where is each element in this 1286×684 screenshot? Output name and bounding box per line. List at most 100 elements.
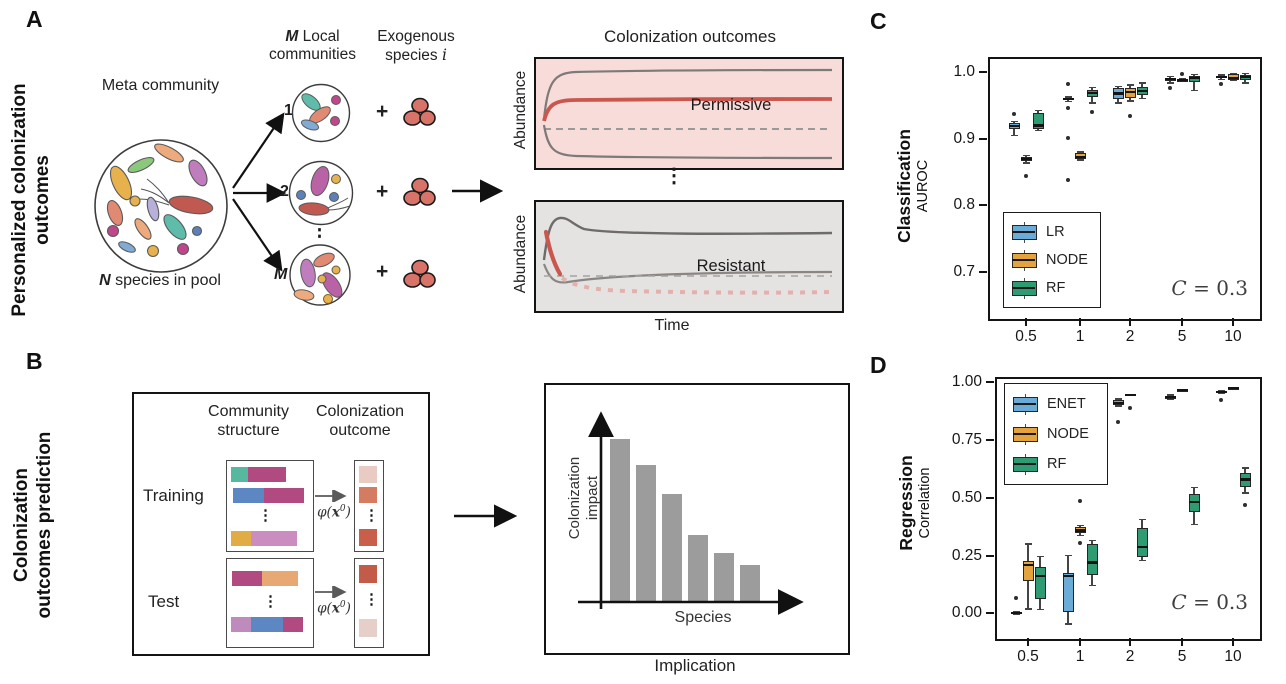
whisker-cap xyxy=(1088,102,1096,104)
median xyxy=(1227,76,1239,79)
to-outcomes-arrow xyxy=(452,179,504,203)
box-RF xyxy=(1136,527,1148,557)
y-tick-label: 1.0 xyxy=(953,63,975,81)
x-tick-label: 1 xyxy=(1075,328,1085,345)
x-tick xyxy=(1027,638,1029,646)
meta-to-communities-arrows xyxy=(232,112,287,272)
whisker-cap xyxy=(1178,81,1186,83)
whisker-cap xyxy=(1166,398,1174,401)
outlier xyxy=(1066,178,1070,183)
outlier xyxy=(1024,174,1028,179)
impact-bar xyxy=(610,439,630,602)
outlier xyxy=(1116,419,1120,424)
median xyxy=(1010,611,1022,614)
whisker-cap xyxy=(1114,405,1122,407)
whisker-cap xyxy=(1088,585,1096,587)
exo-line2: species xyxy=(385,47,442,64)
median xyxy=(1112,92,1124,95)
whisker-cap xyxy=(1088,86,1096,89)
resistant-curves xyxy=(542,216,833,295)
training-bar-segment xyxy=(231,531,251,546)
permissive-curves xyxy=(542,68,833,160)
x-tick xyxy=(1129,318,1131,326)
x-tick xyxy=(1079,318,1081,326)
exogenous-species-icon-1 xyxy=(403,97,436,126)
community-m-label: M xyxy=(274,266,288,283)
classification-boxplots xyxy=(988,57,1258,317)
implication-ylabel-line2: impact xyxy=(584,475,601,521)
whisker-cap xyxy=(1241,82,1249,84)
median xyxy=(1164,396,1176,399)
median xyxy=(1136,546,1148,549)
resistant-panel: Resistant xyxy=(534,200,844,313)
abundance-label-resistant: Abundance xyxy=(512,214,529,294)
legend-swatch xyxy=(1012,249,1037,271)
median xyxy=(1239,478,1251,481)
whisker-cap xyxy=(1024,543,1032,545)
correlation-label: Correlation xyxy=(917,467,933,539)
whisker-cap xyxy=(1114,398,1122,400)
median xyxy=(1215,390,1227,393)
whisker-cap xyxy=(1217,392,1225,395)
x-tick-label: 10 xyxy=(1224,328,1242,345)
panel-d-label: D xyxy=(870,352,887,378)
x-tick-label: 1 xyxy=(1075,648,1085,665)
box-RF xyxy=(1086,543,1098,576)
community-structure-header: Community structure xyxy=(196,402,301,440)
whisker-cap xyxy=(1138,97,1146,100)
exogenous-species-icon-m xyxy=(403,259,436,288)
legend-label: ENET xyxy=(1047,396,1086,412)
classification-plot xyxy=(988,57,1262,321)
whisker-cap xyxy=(1190,73,1198,76)
auroc-label: AUROC xyxy=(915,159,931,213)
y-tick xyxy=(986,496,994,499)
training-matrix: ⋮ xyxy=(226,460,314,552)
community-structure-line2: structure xyxy=(217,422,280,439)
panel-a-side-title-line2: outcomes xyxy=(32,155,53,245)
abundance-label-permissive: Abundance xyxy=(512,70,529,150)
x-tick xyxy=(1232,318,1234,326)
whisker-cap xyxy=(1022,154,1030,157)
colonization-outcome-header: Colonization outcome xyxy=(305,402,415,440)
whisker-cap xyxy=(1241,73,1249,75)
whisker-cap xyxy=(1190,89,1198,92)
median xyxy=(1164,77,1176,81)
annotation-value: = 0.3 xyxy=(1186,276,1248,300)
pool-rest: species in pool xyxy=(110,272,221,289)
median xyxy=(1062,575,1074,578)
communities-ellipsis: ⋮ xyxy=(310,220,329,241)
panel-c-label: C xyxy=(870,8,887,34)
whisker-cap xyxy=(1114,102,1122,104)
whisker-cap xyxy=(1166,82,1174,84)
plus-m: + xyxy=(376,260,389,283)
test-bar-segment xyxy=(262,571,298,586)
whisker-cap xyxy=(1064,100,1072,103)
outlier xyxy=(1128,406,1132,411)
impact-bar xyxy=(714,553,734,602)
phi-symbol: φ xyxy=(317,504,327,521)
whisker-cap xyxy=(1076,159,1084,161)
box-RF xyxy=(1034,567,1046,600)
whisker-cap xyxy=(1217,389,1225,391)
y-tick-label: 0.00 xyxy=(951,604,982,622)
community-1-label: 1 xyxy=(284,102,293,119)
whisker-cap xyxy=(1076,151,1084,153)
median xyxy=(1086,91,1098,94)
annotation-value: = 0.3 xyxy=(1186,590,1248,614)
outlier xyxy=(1078,499,1082,504)
legend-swatch xyxy=(1013,423,1038,445)
legend-label: NODE xyxy=(1047,426,1089,442)
test-outcome-ellipsis: ⋮ xyxy=(364,591,379,608)
test-matrix: ⋮ xyxy=(226,558,314,648)
outlier xyxy=(1014,596,1018,601)
y-tick-label: 1.00 xyxy=(951,372,982,390)
phi-x: x xyxy=(331,504,340,521)
legend-item-RF: RF xyxy=(1012,277,1092,299)
median xyxy=(1032,124,1044,127)
y-tick-label: 0.75 xyxy=(951,430,982,448)
median xyxy=(1034,575,1046,578)
y-tick-label: 0.9 xyxy=(953,129,975,147)
x-tick xyxy=(1129,638,1131,646)
training-bar-segment xyxy=(264,488,304,503)
